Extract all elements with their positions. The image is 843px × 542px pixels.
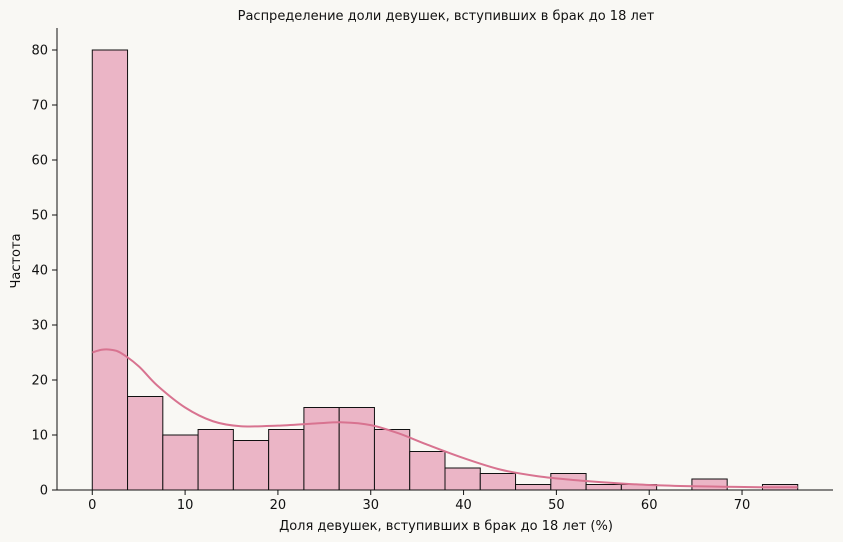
histogram-bar [162,434,199,491]
histogram-bar [515,484,552,491]
y-tick-label: 40 [31,264,48,279]
y-tick-label: 30 [31,319,48,334]
y-tick-label: 50 [31,209,48,224]
bars-group [91,49,799,491]
kde-line [91,348,798,489]
histogram-bar [691,478,728,491]
x-tick-label: 40 [455,498,472,513]
y-tick-label: 0 [40,484,48,499]
x-ticks-group: 0 10 20 30 40 50 60 70 [88,490,750,513]
x-tick-label: 20 [270,498,287,513]
x-tick-label: 70 [734,498,751,513]
histogram-bar [444,467,481,491]
x-tick-label: 30 [362,498,379,513]
y-ticks-group: 0 10 20 30 40 50 60 70 80 [31,44,57,499]
x-tick-label: 10 [177,498,194,513]
histogram-bar [550,473,587,491]
histogram-bar [338,407,375,491]
histogram-bar [197,429,234,491]
y-tick-label: 80 [31,44,48,59]
histogram-bar [409,451,446,491]
chart-title: Распределение доли девушек, вступивших в… [238,9,655,24]
y-tick-label: 60 [31,154,48,169]
histogram-bar [268,429,305,491]
y-tick-label: 20 [31,374,48,389]
x-tick-label: 50 [548,498,565,513]
y-axis-label: Частота [9,233,24,288]
histogram-bar [303,407,340,491]
x-tick-label: 60 [641,498,658,513]
axes-group [56,28,833,491]
histogram-bar [373,429,411,491]
x-tick-label: 0 [88,498,96,513]
y-tick-label: 10 [31,429,48,444]
histogram-bar [232,440,270,491]
x-axis-label: Доля девушек, вступивших в брак до 18 ле… [279,519,613,534]
histogram-bar [91,49,129,491]
histogram-bar [479,473,517,491]
y-tick-label: 70 [31,99,48,114]
histogram-bar [127,396,164,491]
histogram-bar [585,484,622,491]
